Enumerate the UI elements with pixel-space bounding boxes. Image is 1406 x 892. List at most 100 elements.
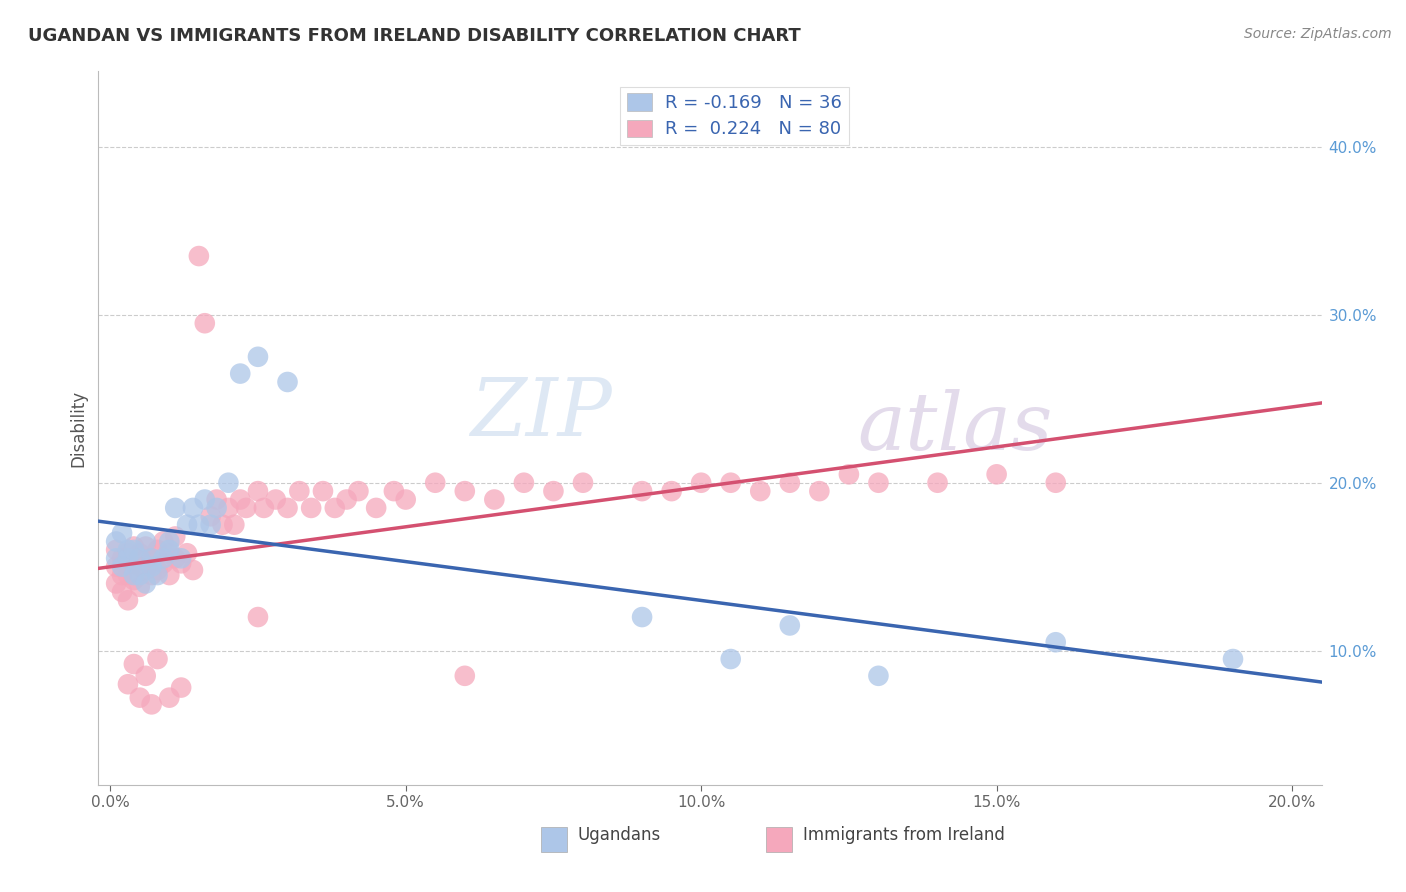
Point xyxy=(200,509,222,524)
Point xyxy=(141,559,163,574)
Point xyxy=(152,551,174,566)
Point xyxy=(224,517,246,532)
Point xyxy=(347,484,370,499)
Point xyxy=(152,534,174,549)
Point xyxy=(779,618,801,632)
Point xyxy=(141,568,163,582)
Point xyxy=(181,500,204,515)
Point xyxy=(135,534,157,549)
Point xyxy=(165,500,187,515)
Point xyxy=(117,551,139,566)
Point xyxy=(105,551,128,566)
Point xyxy=(264,492,287,507)
Point xyxy=(661,484,683,499)
Point xyxy=(135,540,157,554)
Point xyxy=(246,350,269,364)
Point xyxy=(690,475,713,490)
Point xyxy=(105,542,128,557)
Point xyxy=(194,492,217,507)
Point xyxy=(631,610,654,624)
Point xyxy=(425,475,447,490)
Point xyxy=(868,475,890,490)
Point xyxy=(128,559,150,574)
Point xyxy=(749,484,772,499)
Point xyxy=(631,484,654,499)
Point xyxy=(117,542,139,557)
Point xyxy=(128,580,150,594)
Point xyxy=(484,492,506,507)
Point xyxy=(170,557,193,571)
Point xyxy=(157,690,180,705)
Point xyxy=(720,475,742,490)
Point xyxy=(141,551,163,566)
Point xyxy=(513,475,536,490)
Point xyxy=(572,475,595,490)
Point xyxy=(217,475,239,490)
Text: atlas: atlas xyxy=(856,390,1052,467)
Point xyxy=(105,534,128,549)
Point xyxy=(165,551,187,566)
Point xyxy=(157,542,180,557)
Point xyxy=(111,585,134,599)
Point xyxy=(276,375,298,389)
Point xyxy=(157,568,180,582)
Point xyxy=(105,559,128,574)
Point xyxy=(1045,635,1067,649)
Point xyxy=(146,568,169,582)
Point xyxy=(117,546,139,560)
Point xyxy=(299,500,322,515)
Point xyxy=(128,690,150,705)
Point xyxy=(117,568,139,582)
Point xyxy=(838,467,860,482)
Point xyxy=(122,540,145,554)
Point xyxy=(927,475,949,490)
Point xyxy=(141,698,163,712)
Point xyxy=(135,576,157,591)
Point xyxy=(135,669,157,683)
Text: Ugandans: Ugandans xyxy=(578,826,661,844)
Point xyxy=(211,517,233,532)
Point xyxy=(170,551,193,566)
Point xyxy=(117,593,139,607)
Point xyxy=(1045,475,1067,490)
Point xyxy=(128,568,150,582)
Point xyxy=(229,367,252,381)
Point xyxy=(779,475,801,490)
Point xyxy=(146,542,169,557)
Y-axis label: Disability: Disability xyxy=(69,390,87,467)
Point xyxy=(246,610,269,624)
Point xyxy=(146,652,169,666)
Point xyxy=(205,492,228,507)
Point xyxy=(157,546,180,560)
Point xyxy=(382,484,405,499)
Point xyxy=(117,677,139,691)
Point xyxy=(176,517,198,532)
Point xyxy=(205,500,228,515)
Point xyxy=(181,563,204,577)
Text: Source: ZipAtlas.com: Source: ZipAtlas.com xyxy=(1244,27,1392,41)
Point xyxy=(720,652,742,666)
Point xyxy=(187,249,209,263)
Point xyxy=(122,657,145,671)
Point xyxy=(111,551,134,566)
Point xyxy=(111,559,134,574)
Point xyxy=(454,484,477,499)
Point xyxy=(135,563,157,577)
Point xyxy=(808,484,831,499)
Point xyxy=(276,500,298,515)
Point xyxy=(152,557,174,571)
Point xyxy=(868,669,890,683)
Point xyxy=(454,669,477,683)
Point xyxy=(157,534,180,549)
Point xyxy=(246,484,269,499)
Point xyxy=(122,557,145,571)
Point xyxy=(194,316,217,330)
Point xyxy=(165,529,187,543)
Point xyxy=(986,467,1008,482)
Legend: R = -0.169   N = 36, R =  0.224   N = 80: R = -0.169 N = 36, R = 0.224 N = 80 xyxy=(620,87,849,145)
Text: UGANDAN VS IMMIGRANTS FROM IRELAND DISABILITY CORRELATION CHART: UGANDAN VS IMMIGRANTS FROM IRELAND DISAB… xyxy=(28,27,801,45)
Point xyxy=(128,546,150,560)
Point xyxy=(170,681,193,695)
Point xyxy=(336,492,359,507)
Point xyxy=(288,484,311,499)
